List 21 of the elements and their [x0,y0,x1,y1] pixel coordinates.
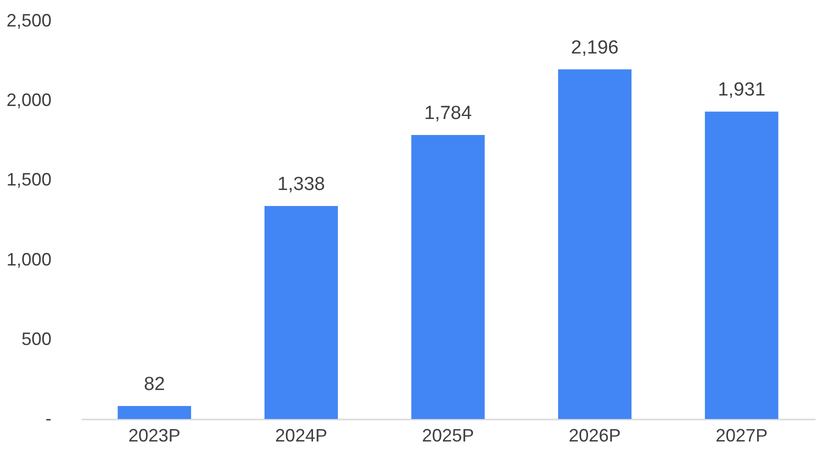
bar [264,206,338,419]
data-label: 1,784 [424,102,472,124]
x-tick-label: 2023P [128,426,180,446]
data-label: 1,338 [277,174,325,195]
data-label: 82 [144,374,165,395]
y-tick-label: 2,500 [6,10,52,30]
data-label: 1,931 [718,80,766,101]
y-tick-label: 2,000 [6,90,52,110]
data-label: 2,196 [571,37,619,58]
x-tick-label: 2026P [568,426,621,446]
bar [704,112,778,419]
x-tick-label: 2025P [422,426,474,446]
bar [411,134,485,419]
y-tick-label: 500 [21,328,52,349]
y-tick-label: 1,500 [6,170,52,190]
x-tick-label: 2024P [275,426,328,446]
y-tick-label: 1,000 [6,249,52,270]
y-tick-label: - [46,408,52,428]
bar [118,406,192,419]
x-tick-label: 2027P [716,426,768,446]
bar [558,69,632,419]
